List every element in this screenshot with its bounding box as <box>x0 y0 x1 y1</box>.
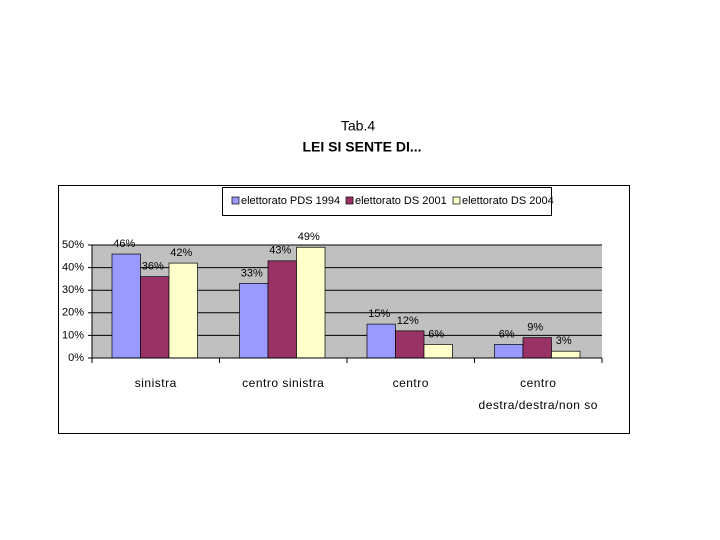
bar <box>522 337 552 359</box>
x-tick-label: centro sinistra <box>242 376 325 390</box>
bar <box>111 253 141 359</box>
bar <box>168 262 198 359</box>
bar <box>366 323 396 359</box>
legend-label: elettorato PDS 1994 <box>241 195 340 207</box>
bar <box>494 344 524 359</box>
data-label: 36% <box>142 261 164 273</box>
data-label: 15% <box>368 308 390 320</box>
data-label: 12% <box>397 315 419 327</box>
bar <box>395 330 425 359</box>
bar <box>267 260 297 359</box>
y-tick-label: 0% <box>68 352 84 364</box>
data-label: 43% <box>269 245 291 257</box>
x-tick-label: centro destra/destra/non so <box>478 376 598 412</box>
legend-swatch <box>452 196 461 205</box>
y-tick-label: 40% <box>62 262 84 274</box>
data-label: 33% <box>241 267 263 279</box>
y-tick-label: 30% <box>62 284 84 296</box>
data-label: 6% <box>428 328 444 340</box>
x-tick-label: sinistra <box>134 376 177 390</box>
data-label: 9% <box>527 322 543 334</box>
chart-subtitle: LEI SI SENTE DI... <box>302 139 421 155</box>
legend-swatch <box>345 196 354 205</box>
y-tick-label: 10% <box>62 329 84 341</box>
legend-label: elettorato DS 2004 <box>462 195 554 207</box>
chart-title: Tab.4 <box>341 118 375 134</box>
legend-box <box>222 187 552 216</box>
data-label: 42% <box>170 247 192 259</box>
legend-label: elettorato DS 2001 <box>355 195 447 207</box>
y-tick-label: 20% <box>62 307 84 319</box>
data-label: 46% <box>113 238 135 250</box>
data-label: 3% <box>556 335 572 347</box>
data-label: 49% <box>298 231 320 243</box>
legend-swatch <box>231 196 240 205</box>
x-tick-label: centro <box>392 376 429 390</box>
bar <box>551 350 581 359</box>
y-tick-label: 50% <box>62 239 84 251</box>
bar <box>140 276 170 359</box>
data-label: 6% <box>499 328 515 340</box>
bar <box>296 246 326 359</box>
bar <box>239 283 269 359</box>
bar <box>423 344 453 359</box>
